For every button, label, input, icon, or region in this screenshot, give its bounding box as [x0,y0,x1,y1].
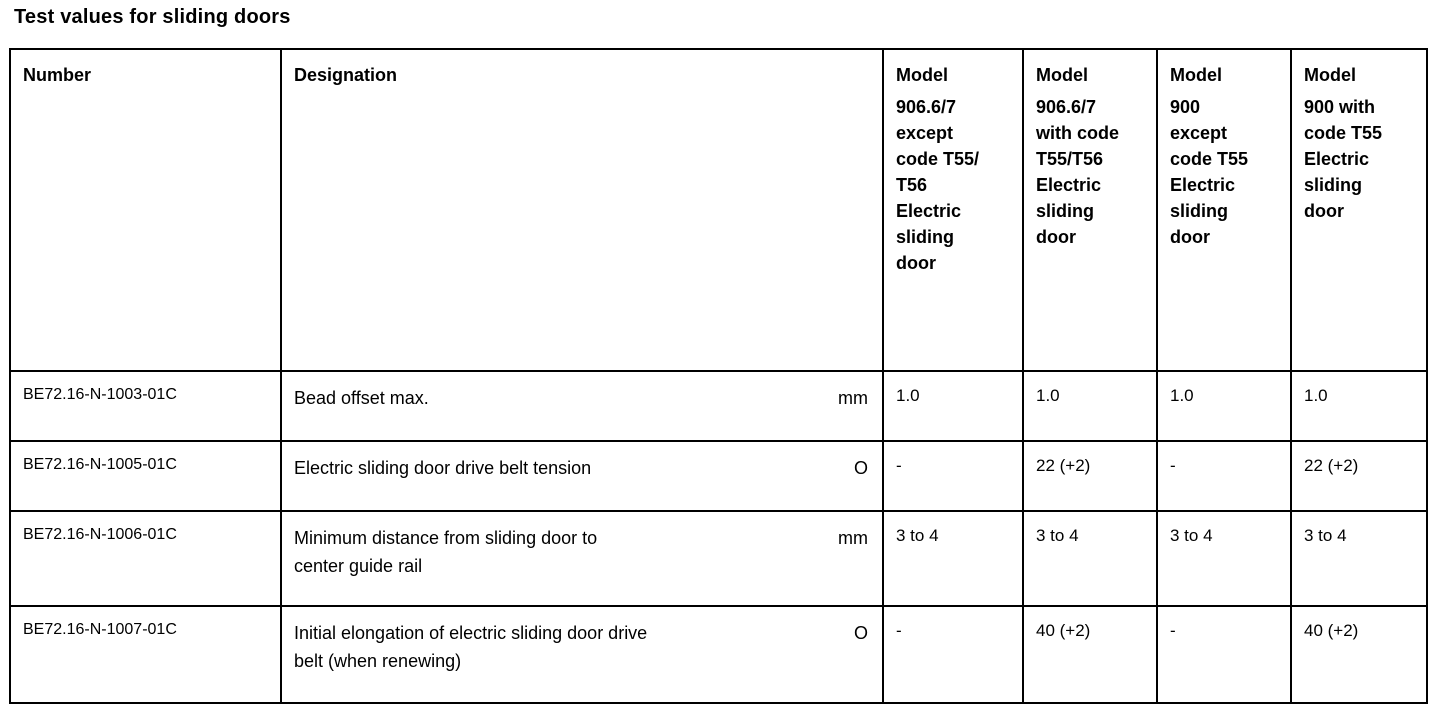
model-header-label: Model [896,65,948,85]
designation-text: Initial elongation of electric sliding d… [294,623,648,671]
column-header-model-3: Model 900 except code T55 Electric slidi… [1156,48,1292,372]
table-row: BE72.16-N-1006-01C Minimum distance from… [9,510,1428,607]
value-cell: 3 to 4 [1022,510,1158,607]
value-cell: - [882,440,1024,512]
value-cell: 1.0 [882,370,1024,442]
test-number: BE72.16-N-1003-01C [9,370,282,442]
page-title: Test values for sliding doors [14,6,291,28]
value-cell: 40 (+2) [1022,605,1158,704]
designation-text: Minimum distance from sliding door to ce… [294,528,598,576]
table-row: BE72.16-N-1003-01C Bead offset max. mm 1… [9,370,1428,442]
value-cell: - [882,605,1024,704]
table-row: BE72.16-N-1007-01C Initial elongation of… [9,605,1428,704]
designation-cell: Electric sliding door drive belt tension… [280,440,884,512]
designation-cell: Minimum distance from sliding door to ce… [280,510,884,607]
test-values-table: Number Designation Model 906.6/7 except … [9,48,1428,704]
value-cell: 1.0 [1156,370,1292,442]
unit-label: O [853,623,868,643]
value-cell: 22 (+2) [1290,440,1428,512]
unit-label: O [853,458,868,478]
value-cell: 3 to 4 [882,510,1024,607]
test-number: BE72.16-N-1005-01C [9,440,282,512]
value-cell: - [1156,440,1292,512]
value-cell: 1.0 [1290,370,1428,442]
designation-text: Electric sliding door drive belt tension [294,458,592,478]
column-header-designation: Designation [280,48,884,372]
unit-label: mm [838,528,868,548]
model-header-desc: 906.6/7 except code T55/ T56 Electric sl… [896,97,980,273]
value-cell: 1.0 [1022,370,1158,442]
value-cell: - [1156,605,1292,704]
table-row: BE72.16-N-1005-01C Electric sliding door… [9,440,1428,512]
value-cell: 3 to 4 [1290,510,1428,607]
test-number: BE72.16-N-1007-01C [9,605,282,704]
unit-label: mm [838,388,868,408]
value-cell: 22 (+2) [1022,440,1158,512]
model-header-label: Model [1304,65,1356,85]
model-header-desc: 906.6/7 with code T55/T56 Electric slidi… [1036,97,1120,247]
column-header-model-2: Model 906.6/7 with code T55/T56 Electric… [1022,48,1158,372]
column-header-model-4: Model 900 with code T55 Electric sliding… [1290,48,1428,372]
value-cell: 3 to 4 [1156,510,1292,607]
designation-cell: Bead offset max. mm [280,370,884,442]
model-header-desc: 900 except code T55 Electric sliding doo… [1170,97,1249,247]
designation-cell: Initial elongation of electric sliding d… [280,605,884,704]
model-header-label: Model [1036,65,1088,85]
model-header-label: Model [1170,65,1222,85]
table-header-row: Number Designation Model 906.6/7 except … [9,48,1428,372]
test-number: BE72.16-N-1006-01C [9,510,282,607]
designation-text: Bead offset max. [294,388,429,408]
value-cell: 40 (+2) [1290,605,1428,704]
model-header-desc: 900 with code T55 Electric sliding door [1304,97,1383,221]
column-header-number: Number [9,48,282,372]
column-header-model-1: Model 906.6/7 except code T55/ T56 Elect… [882,48,1024,372]
